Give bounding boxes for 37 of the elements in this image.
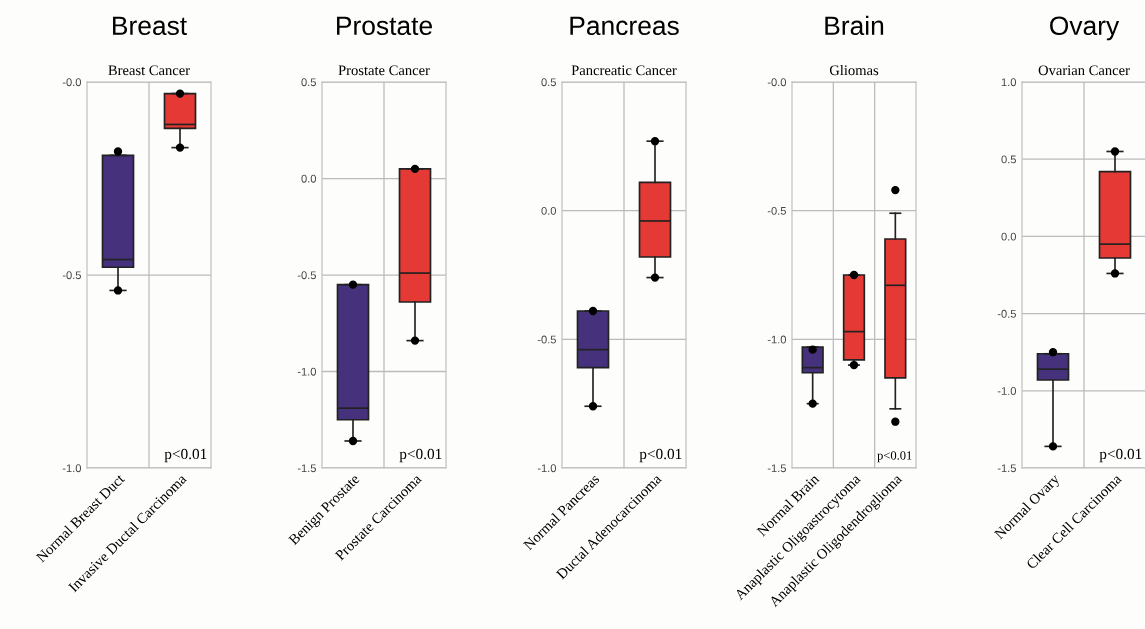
y-tick-label: 0.5 [1001, 155, 1016, 164]
y-tick-label: -1.0 [997, 387, 1017, 395]
chart-subtitle: Pancreatic Cancer [571, 65, 677, 76]
annotation: p<0.01 [877, 451, 912, 463]
y-tick-label: -1.5 [297, 464, 316, 473]
chart-title: Prostate [337, 16, 432, 36]
y-tick-label: 0.0 [541, 206, 557, 215]
chart-title: Pancreas [570, 16, 679, 36]
y-tick-label: -1.5 [767, 464, 786, 473]
y-tick-label: 0.5 [541, 78, 556, 87]
y-tick-label: 0.0 [1001, 232, 1017, 241]
chart-title: Brain [825, 15, 884, 36]
y-tick-label: -1.0 [62, 464, 82, 473]
y-tick-label: -1.0 [537, 464, 557, 473]
y-tick-label: -1.0 [767, 335, 787, 344]
y-tick-label: -1.0 [297, 367, 317, 376]
y-tick-label: -0.5 [62, 271, 81, 280]
y-tick-label: -0.5 [537, 335, 556, 344]
y-tick-label: -0.5 [997, 309, 1016, 318]
chart-subtitle: Gliomas [829, 64, 879, 76]
annotation: p<0.01 [1099, 448, 1142, 463]
chart-subtitle: Prostate Cancer [338, 65, 430, 76]
chart-subtitle: Breast Cancer [108, 65, 190, 76]
y-tick-label: 0.5 [301, 78, 316, 87]
chart-subtitle: Ovarian Cancer [1038, 65, 1130, 76]
y-tick-label: 0.0 [301, 174, 317, 183]
y-tick-label: 1.0 [1001, 78, 1017, 87]
annotation: p<0.01 [399, 448, 442, 463]
chart-title: Breast [113, 16, 187, 36]
y-tick-label: -0.5 [767, 206, 786, 215]
annotation: p<0.01 [164, 448, 207, 463]
y-tick-label: -0.5 [297, 271, 316, 280]
chart-title: Ovary [1050, 16, 1120, 41]
annotation: p<0.01 [639, 448, 682, 463]
y-tick-label: -0.0 [767, 78, 787, 87]
y-tick-label: -0.0 [62, 78, 82, 87]
y-tick-label: -1.5 [997, 464, 1016, 473]
